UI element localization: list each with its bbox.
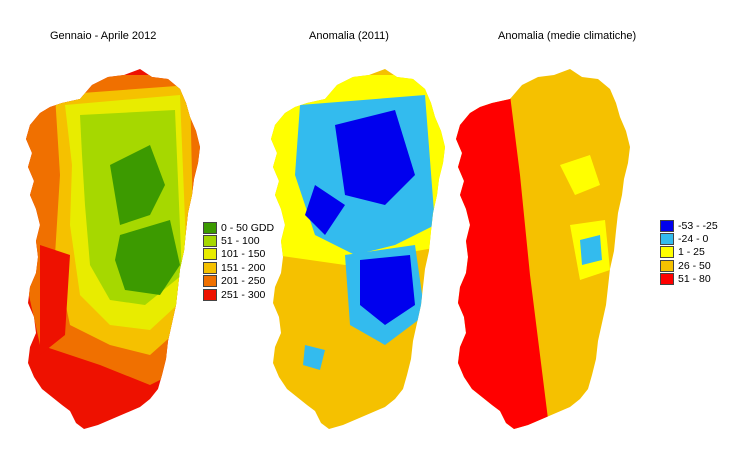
legend-label: 51 - 80 — [678, 273, 711, 286]
legend-swatch — [660, 233, 674, 246]
legend-swatch — [203, 235, 217, 248]
legend-item: 201 - 250 — [203, 275, 274, 288]
map-title-gdd: Gennaio - Aprile 2012 — [50, 30, 157, 42]
legend-item: 151 - 200 — [203, 261, 274, 274]
gdd-map — [26, 69, 200, 429]
legend-swatch — [660, 219, 674, 232]
legend-label: 51 - 100 — [221, 235, 260, 248]
legend-swatch — [203, 275, 217, 288]
legend-label: 251 - 300 — [221, 288, 266, 301]
legend-item: 251 - 300 — [203, 288, 274, 301]
legend-item: -24 - 0 — [660, 232, 718, 246]
legend-item: -53 - -25 — [660, 219, 718, 232]
legend-label: 101 - 150 — [221, 248, 266, 261]
map-title-anomaly-2011: Anomalia (2011) — [309, 30, 389, 42]
legend-item: 26 - 50 — [660, 259, 718, 272]
gdd-legend: 0 - 50 GDD 51 - 100 101 - 150 151 - 200 … — [203, 221, 274, 301]
legend-label: 151 - 200 — [221, 261, 266, 274]
map-title-anomaly-climate: Anomalia (medie climatiche) — [498, 30, 637, 42]
legend-swatch — [203, 261, 217, 274]
legend-label: 26 - 50 — [678, 259, 711, 272]
legend-swatch — [660, 246, 674, 259]
legend-swatch — [660, 259, 674, 272]
anomaly-climate-legend: -53 - -25 -24 - 0 1 - 25 26 - 50 51 - 80 — [660, 219, 718, 286]
anomaly-climate-map — [456, 69, 630, 429]
legend-item: 51 - 100 — [203, 234, 274, 248]
legend-label: 1 - 25 — [678, 246, 705, 259]
legend-label: 0 - 50 GDD — [221, 221, 275, 234]
legend-label: -53 - -25 — [678, 219, 718, 232]
legend-swatch — [203, 248, 217, 261]
legend-swatch — [203, 221, 217, 234]
anomaly-2011-map — [271, 69, 445, 429]
legend-label: 201 - 250 — [221, 275, 266, 288]
legend-swatch — [203, 288, 217, 301]
legend-item: 101 - 150 — [203, 248, 274, 261]
legend-label: -24 - 0 — [678, 233, 709, 246]
legend-swatch — [660, 273, 674, 286]
legend-item: 0 - 50 GDD — [203, 221, 274, 234]
legend-item: 51 - 80 — [660, 273, 718, 286]
legend-item: 1 - 25 — [660, 246, 718, 259]
